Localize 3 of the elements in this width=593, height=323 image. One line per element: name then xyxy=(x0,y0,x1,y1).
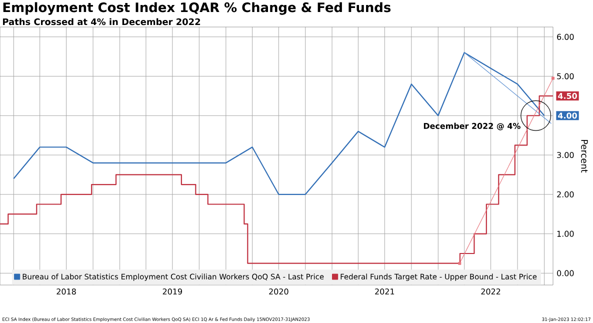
chart-subtitle: Paths Crossed at 4% in December 2022 xyxy=(3,18,200,26)
chart-title: Employment Cost Index 1QAR % Change & Fed Funds xyxy=(3,2,391,15)
y-axis-title: Percent xyxy=(581,140,588,173)
